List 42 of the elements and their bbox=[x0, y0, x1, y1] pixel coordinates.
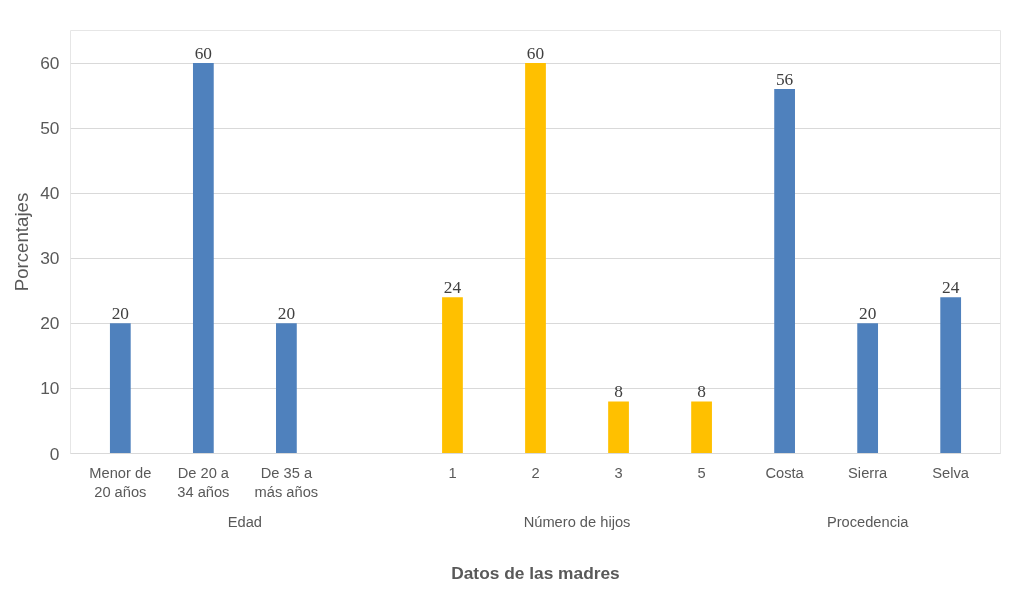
data-label: 24 bbox=[942, 278, 960, 298]
x-tick-label: 1 bbox=[448, 464, 457, 481]
data-label: 56 bbox=[775, 70, 794, 90]
y-tick-label: 60 bbox=[40, 53, 60, 74]
data-label: 8 bbox=[614, 382, 623, 402]
text: Procedencia bbox=[826, 513, 910, 530]
y-tick-label: 20 bbox=[40, 313, 60, 334]
bar bbox=[774, 89, 795, 454]
data-label: 8 bbox=[697, 382, 706, 402]
bar bbox=[525, 63, 546, 454]
bar bbox=[940, 297, 962, 454]
bar bbox=[109, 323, 131, 454]
y-axis-title: Porcentajes bbox=[11, 192, 33, 292]
x-tick-label: 5 bbox=[697, 464, 706, 481]
data-label: 20 bbox=[277, 304, 296, 324]
x-tick-label: 2 bbox=[531, 464, 540, 481]
x-axis-title: Datos de las madres bbox=[451, 562, 620, 583]
y-tick-label: 30 bbox=[40, 248, 60, 269]
bar bbox=[691, 401, 712, 454]
x-tick-label: Costa bbox=[765, 464, 805, 481]
x-tick-label: Menor de 20 años bbox=[89, 464, 152, 500]
data-label: 60 bbox=[526, 44, 545, 64]
text: Edad bbox=[227, 513, 262, 530]
bar bbox=[442, 297, 463, 454]
x-tick-label: De 35 a más años bbox=[254, 464, 319, 500]
bar bbox=[857, 323, 879, 454]
bar bbox=[608, 401, 629, 454]
data-label: 20 bbox=[111, 304, 129, 324]
y-tick-label: 0 bbox=[49, 443, 60, 464]
data-label: 24 bbox=[443, 278, 462, 298]
data-label: 60 bbox=[194, 44, 213, 64]
x-tick-label: 3 bbox=[614, 464, 623, 481]
y-tick-label: 40 bbox=[40, 183, 60, 204]
data-label: 20 bbox=[858, 304, 877, 324]
bar bbox=[192, 63, 214, 454]
y-tick-label: 10 bbox=[40, 378, 60, 399]
x-tick-label: Selva bbox=[932, 464, 970, 481]
text: Número de hijos bbox=[523, 513, 631, 530]
x-tick-label: De 20 a 34 años bbox=[177, 464, 230, 500]
x-tick-label: Sierra bbox=[848, 464, 889, 481]
y-tick-label: 50 bbox=[40, 118, 60, 139]
bar bbox=[276, 323, 297, 454]
